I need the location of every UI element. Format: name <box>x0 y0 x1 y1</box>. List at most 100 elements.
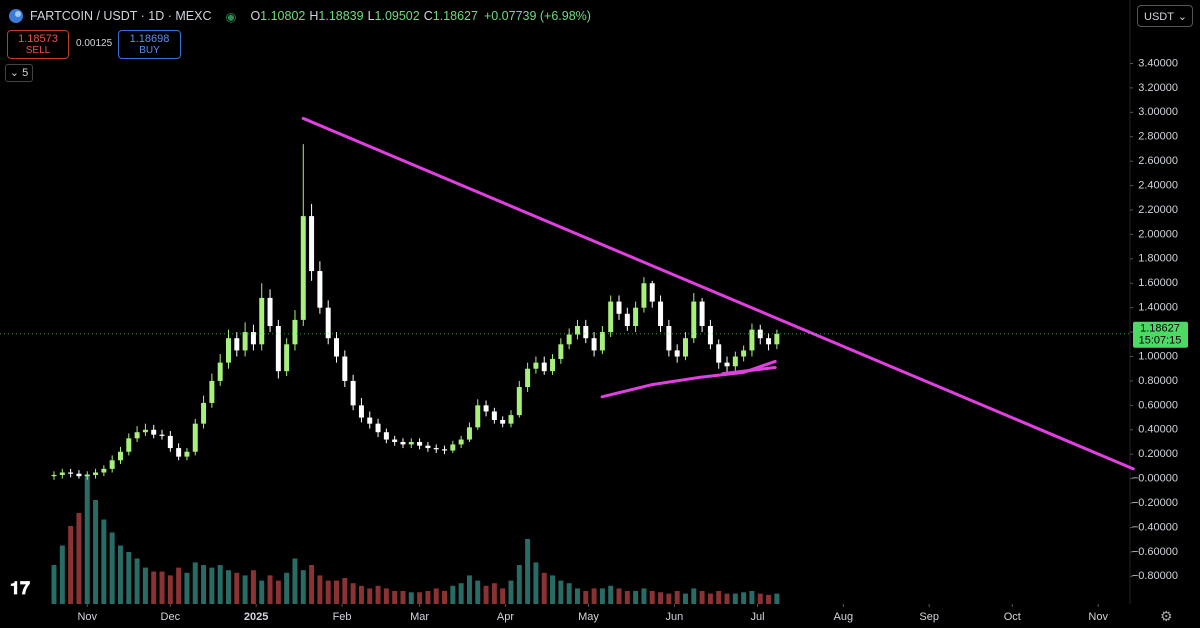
volume-bar <box>691 588 697 604</box>
volume-bar <box>574 588 580 604</box>
x-tick-label: Oct <box>1004 611 1021 623</box>
volume-bar <box>591 588 597 604</box>
volume-bar <box>616 588 622 604</box>
candle-body <box>375 423 381 433</box>
coin-icon <box>9 9 23 23</box>
volume-bar <box>59 545 65 604</box>
volume-bar <box>325 580 331 604</box>
indicator-count: 5 <box>22 67 29 79</box>
x-tick-label: Nov <box>1088 611 1108 623</box>
candle-body <box>334 338 339 357</box>
settings-icon[interactable]: ⚙ <box>1160 608 1173 624</box>
candle-body <box>682 338 688 357</box>
volume-bar <box>458 583 464 604</box>
indicator-toggle[interactable]: ⌄ 5 <box>5 64 33 82</box>
x-tick-label: 2025 <box>244 611 268 623</box>
candle-body <box>707 325 713 345</box>
volume-bar <box>741 592 747 604</box>
candle-body <box>126 438 132 452</box>
volume-bar <box>275 580 281 604</box>
candle-body <box>167 435 173 449</box>
candle-body <box>292 319 298 345</box>
candle-body <box>300 216 306 320</box>
volume-bar <box>134 558 140 604</box>
currency-select[interactable]: USDT ⌄ <box>1137 5 1193 27</box>
volume-bar <box>259 580 265 604</box>
candle-body <box>184 451 190 457</box>
ohlc-label: H <box>309 9 319 23</box>
volume-bar <box>491 583 497 604</box>
symbol: FARTCOIN / USDT · 1D · MEXC <box>30 9 212 23</box>
candle-body <box>433 448 439 450</box>
candle-body <box>367 417 373 424</box>
candle-body <box>741 350 747 357</box>
candle-body <box>209 380 215 403</box>
x-tick-label: Dec <box>161 611 181 623</box>
candle-body <box>716 344 722 363</box>
candle-body <box>599 332 605 351</box>
candle-body <box>408 441 414 445</box>
x-tick-label: May <box>578 611 599 623</box>
candle-body <box>525 368 531 388</box>
x-tick-label: Feb <box>333 611 352 623</box>
y-tick-label: −0.20000 <box>1132 497 1178 509</box>
volume-bar <box>117 545 123 604</box>
candle-body <box>516 387 522 416</box>
sell-label: SELL <box>25 45 51 56</box>
volume-bar <box>217 565 223 604</box>
candle-body <box>500 420 506 424</box>
candle-body <box>450 444 456 451</box>
candle-body <box>109 460 115 469</box>
volume-bar <box>151 571 157 604</box>
candle-body <box>250 332 256 345</box>
change: +0.07739 (+6.98%) <box>483 9 591 23</box>
x-tick-label: Sep <box>919 611 939 623</box>
volume-bar <box>159 571 165 604</box>
ohlc-item: O1.10802 <box>250 9 305 23</box>
candle-body <box>442 449 448 451</box>
candle-body <box>566 334 572 345</box>
candle-body <box>59 472 65 475</box>
volume-bar <box>649 591 655 604</box>
x-tick-label: Jul <box>750 611 764 623</box>
buy-button[interactable]: 1.18698 BUY <box>118 30 181 59</box>
candle-body <box>400 441 406 445</box>
candle-body <box>101 468 107 473</box>
candle-body <box>226 338 231 363</box>
candle-body <box>392 439 398 442</box>
candle-body <box>550 358 556 372</box>
candle-body <box>259 297 265 345</box>
candle-body <box>325 307 331 339</box>
last-price-box <box>1133 321 1188 348</box>
candle-body <box>774 333 780 345</box>
candle-body <box>732 356 738 367</box>
volume-bar <box>749 591 755 604</box>
candle-body <box>117 451 123 461</box>
candle-body <box>417 441 423 446</box>
volume-bar <box>732 593 738 604</box>
volume-bar <box>201 565 207 604</box>
spread: 0.00125 <box>76 38 113 49</box>
candle-body <box>317 271 323 308</box>
candle-body <box>674 350 680 357</box>
volume-bar <box>126 552 132 604</box>
candle-body <box>491 411 497 421</box>
x-tick-label: Nov <box>77 611 97 623</box>
y-tick-label: 1.00000 <box>1138 350 1178 362</box>
x-tick-label: Mar <box>410 611 429 623</box>
candle-body <box>616 301 622 314</box>
y-tick-label: 3.00000 <box>1138 106 1178 118</box>
candle-body <box>591 338 597 351</box>
trendline <box>721 366 777 376</box>
volume-bar <box>109 532 115 604</box>
candle-body <box>541 362 547 372</box>
y-tick-label: −0.40000 <box>1132 521 1178 533</box>
sell-button[interactable]: 1.18573 SELL <box>7 30 69 59</box>
candle-body <box>76 473 82 477</box>
candle-body <box>383 432 389 440</box>
volume-bar <box>242 575 248 604</box>
candle-body <box>217 362 223 381</box>
volume-bar <box>666 593 672 604</box>
volume-bar <box>425 591 431 604</box>
y-tick-label: −0.60000 <box>1132 546 1178 558</box>
